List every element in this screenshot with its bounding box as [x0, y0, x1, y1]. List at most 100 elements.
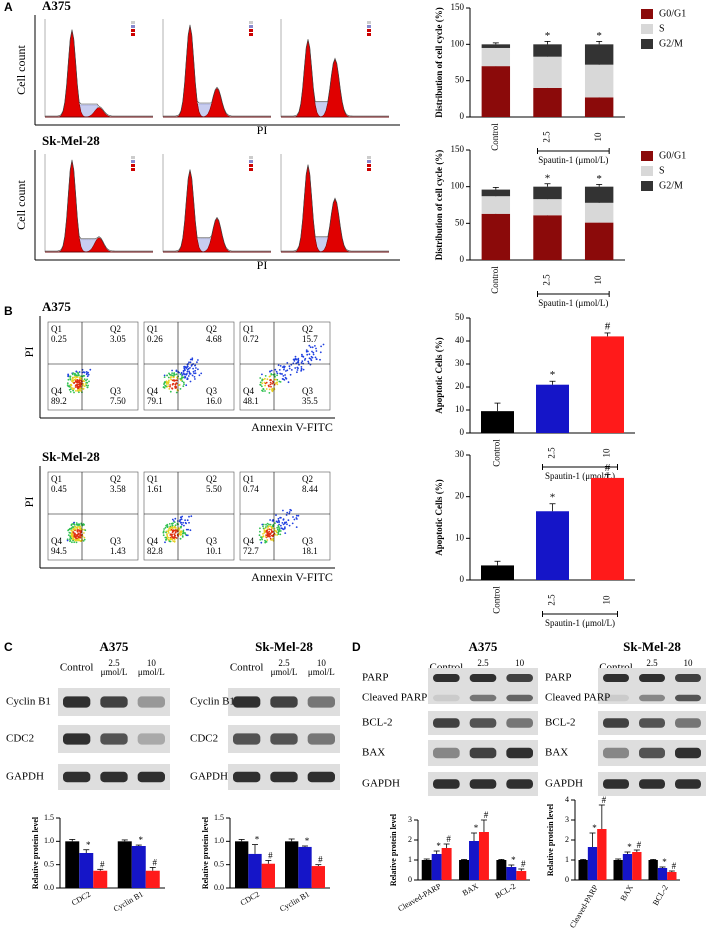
event-dot [283, 368, 285, 371]
event-dot [164, 526, 167, 529]
event-dot [74, 380, 77, 383]
quadrant-value: 82.8 [147, 546, 163, 556]
legend-chip [367, 160, 371, 163]
event-dot [80, 377, 82, 380]
event-dot [183, 368, 186, 371]
legend-chip [249, 164, 253, 167]
event-dot [270, 385, 272, 388]
event-dot [66, 382, 69, 385]
bar [536, 384, 569, 433]
event-dot [186, 370, 189, 373]
event-dot [275, 381, 278, 384]
event-dot [69, 384, 72, 387]
y-tick-label: 10 [455, 404, 465, 414]
blot-row-label: PARP [545, 672, 572, 684]
band [675, 694, 701, 702]
g2-peak [45, 237, 153, 253]
event-dot [71, 380, 73, 383]
event-dot [315, 347, 317, 350]
event-dot [76, 386, 78, 388]
event-dot [268, 525, 270, 527]
event-dot [262, 527, 265, 530]
bar-segment [533, 56, 562, 88]
event-dot [283, 365, 285, 368]
legend-chip [249, 168, 253, 171]
event-dot [265, 523, 267, 526]
event-dot [77, 523, 80, 526]
quadrant-name: Q2 [302, 474, 313, 484]
quadrant-name: Q4 [147, 386, 158, 396]
x-tick-label: 10 [602, 595, 612, 605]
event-dot [182, 381, 185, 384]
event-dot [73, 532, 76, 535]
legend-label: S [659, 23, 665, 34]
legend-label: G0/G1 [659, 150, 686, 161]
event-dot [83, 532, 85, 534]
event-dot [286, 511, 289, 514]
event-dot [194, 372, 197, 375]
event-dot [168, 527, 171, 530]
event-dot [69, 532, 71, 534]
event-dot [165, 380, 168, 383]
event-dot [271, 382, 273, 385]
event-dot [261, 382, 264, 385]
bar [613, 860, 623, 880]
bar [298, 846, 312, 888]
y-tick-label: 100 [451, 38, 465, 48]
event-dot [268, 392, 271, 394]
bar [506, 867, 517, 880]
event-dot [168, 379, 170, 382]
event-dot [173, 521, 176, 523]
lane-label: 10 [515, 658, 525, 668]
bar [459, 860, 470, 880]
blot-row-label: BCL-2 [362, 717, 393, 729]
event-dot [285, 370, 287, 372]
event-dot [179, 516, 182, 519]
event-dot [167, 383, 170, 385]
quadrant-name: Q1 [147, 474, 158, 484]
event-dot [266, 522, 269, 525]
bar [248, 853, 262, 888]
blot-row-label: CDC2 [6, 733, 34, 745]
event-dot [181, 380, 184, 383]
event-dot [272, 524, 274, 527]
event-dot [300, 366, 303, 368]
bar [131, 846, 146, 888]
x-tick-label: Control [490, 123, 500, 151]
event-dot [184, 533, 187, 536]
y-tick-label: 1.5 [44, 813, 54, 822]
event-dot [179, 530, 182, 533]
event-dot [284, 521, 286, 524]
event-dot [73, 535, 76, 538]
quadrant-name: Q1 [51, 324, 62, 334]
blot-row-label: Cyclin B1 [190, 696, 235, 708]
quadrant-value: 48.1 [243, 396, 259, 406]
outline [163, 24, 271, 117]
event-dot [78, 385, 80, 388]
event-dot [309, 346, 312, 349]
axis-label: PI [257, 258, 268, 272]
x-axis-label: Spautin-1 (μmol/L) [538, 155, 608, 165]
event-dot [66, 539, 69, 542]
legend-chip [367, 164, 371, 167]
event-dot [322, 343, 325, 346]
event-dot [262, 388, 265, 390]
bar-segment [584, 202, 614, 223]
quadrant-name: Q2 [302, 324, 313, 334]
event-dot [67, 529, 69, 532]
annotation: * [596, 173, 602, 185]
lane-label: μmol/L [138, 667, 165, 677]
event-dot [271, 520, 274, 522]
event-dot [280, 524, 282, 527]
event-dot [165, 539, 167, 541]
band [100, 771, 128, 783]
event-dot [186, 519, 189, 522]
legend-chip [131, 21, 135, 24]
event-dot [78, 529, 81, 532]
event-dot [182, 385, 185, 388]
band [270, 733, 298, 745]
quadrant-name: Q1 [147, 324, 158, 334]
bar-segment [533, 44, 562, 57]
lane-label: 2.5 [477, 658, 489, 668]
y-tick-label: 30 [455, 358, 465, 368]
